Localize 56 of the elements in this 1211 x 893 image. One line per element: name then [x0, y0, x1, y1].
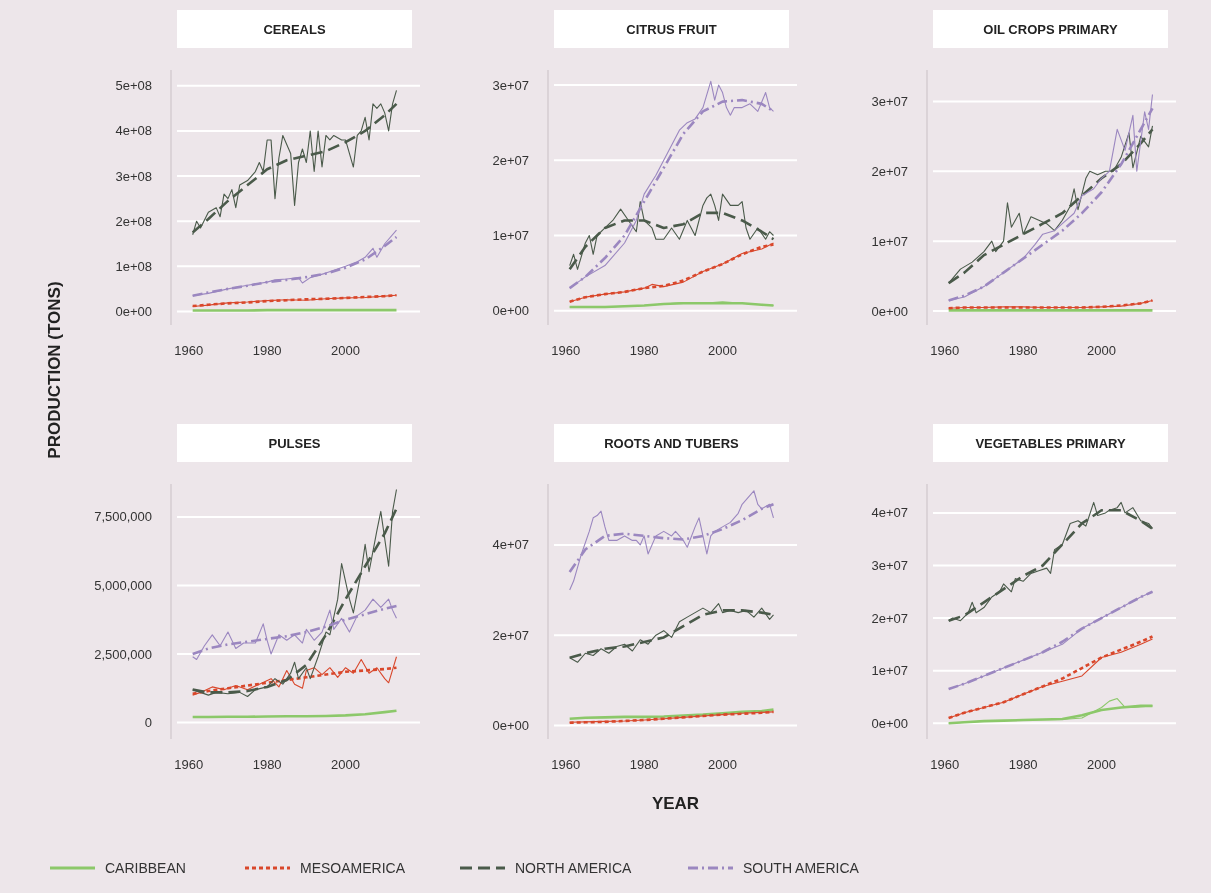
y-tick-label: 0e+00	[871, 715, 908, 731]
y-tick-label: 3e+07	[871, 93, 908, 109]
x-tick-label: 1980	[252, 343, 282, 358]
legend-label: CARIBBEAN	[105, 859, 186, 876]
y-tick-label: 1e+07	[492, 228, 529, 244]
y-tick-label: 2e+07	[492, 627, 529, 643]
x-tick-label: 1960	[174, 757, 204, 772]
y-tick-label: 2e+08	[115, 213, 152, 229]
x-tick-label: 1960	[551, 343, 581, 358]
y-tick-label: 3e+07	[492, 77, 529, 93]
y-tick-label: 2e+07	[871, 163, 908, 179]
y-tick-label: 4e+07	[871, 505, 908, 521]
legend-label: NORTH AMERICA	[515, 859, 633, 876]
legend-label: SOUTH AMERICA	[743, 859, 860, 876]
chart-title: PULSES	[268, 436, 321, 451]
y-tick-label: 5,000,000	[94, 578, 152, 593]
x-tick-label: 1980	[252, 757, 282, 772]
y-tick-label: 1e+08	[115, 258, 152, 274]
y-axis-title: PRODUCTION (TONS)	[45, 281, 64, 459]
y-tick-label: 2e+07	[492, 152, 529, 168]
x-tick-label: 1960	[551, 757, 581, 772]
y-tick-label: 1e+07	[871, 233, 908, 249]
x-tick-label: 1960	[174, 343, 204, 358]
chart-title: OIL CROPS PRIMARY	[983, 22, 1118, 37]
x-tick-label: 2000	[1087, 757, 1116, 772]
x-tick-label: 2000	[708, 343, 737, 358]
chart-title: CEREALS	[263, 22, 326, 37]
y-tick-label: 5e+08	[115, 78, 152, 94]
x-tick-label: 2000	[331, 757, 360, 772]
y-tick-label: 4e+07	[492, 537, 529, 553]
y-tick-label: 4e+08	[115, 123, 152, 139]
x-tick-label: 2000	[331, 343, 360, 358]
y-tick-label: 2e+07	[871, 610, 908, 626]
x-tick-label: 2000	[708, 757, 737, 772]
chart-title: CITRUS FRUIT	[626, 22, 717, 37]
x-tick-label: 1980	[1008, 757, 1038, 772]
y-tick-label: 0e+00	[492, 303, 529, 319]
y-tick-label: 7,500,000	[94, 509, 152, 525]
x-tick-label: 1960	[930, 343, 960, 358]
y-tick-label: 3e+08	[115, 168, 152, 184]
x-tick-label: 1980	[1008, 343, 1038, 358]
y-tick-label: 0e+00	[492, 718, 529, 734]
y-tick-label: 1e+07	[871, 663, 908, 679]
legend-label: MESOAMERICA	[300, 859, 406, 876]
chart-title: VEGETABLES PRIMARY	[975, 436, 1126, 451]
chart-title: ROOTS AND TUBERS	[604, 436, 740, 451]
x-tick-label: 2000	[1087, 343, 1116, 358]
y-tick-label: 3e+07	[871, 558, 908, 574]
y-tick-label: 0	[144, 715, 152, 731]
x-tick-label: 1960	[930, 757, 960, 772]
x-axis-title: YEAR	[651, 794, 700, 813]
y-tick-label: 0e+00	[871, 303, 908, 319]
x-tick-label: 1980	[629, 757, 659, 772]
y-tick-label: 2,500,000	[94, 646, 152, 662]
x-tick-label: 1980	[629, 343, 659, 358]
y-tick-label: 0e+00	[115, 304, 152, 320]
